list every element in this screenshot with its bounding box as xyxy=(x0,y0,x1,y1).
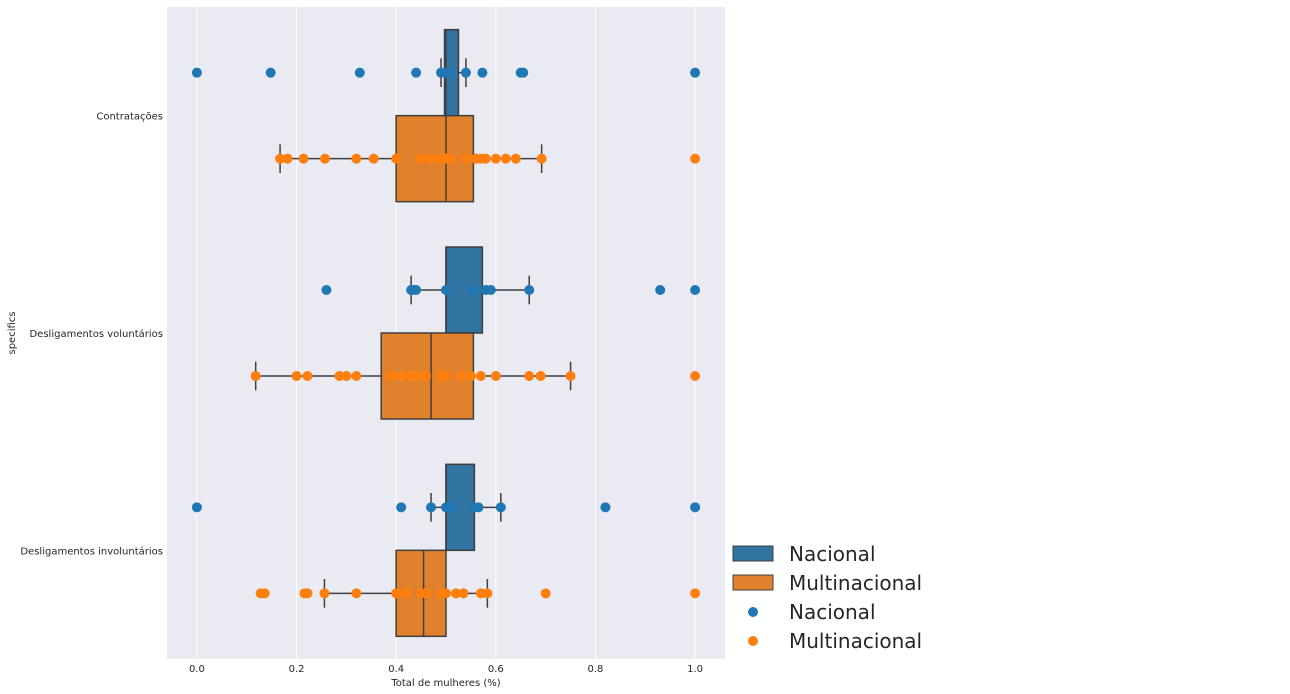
data-point xyxy=(475,371,486,381)
data-point xyxy=(282,153,293,164)
data-point xyxy=(565,371,576,381)
x-tick-label: 0.0 xyxy=(189,664,205,675)
legend-label: Nacional xyxy=(789,542,876,566)
data-point xyxy=(302,371,313,381)
legend-label: Nacional xyxy=(789,600,876,624)
data-point xyxy=(441,285,451,295)
data-point xyxy=(351,153,362,164)
data-point xyxy=(445,502,456,513)
data-point xyxy=(490,371,501,381)
data-point xyxy=(441,371,451,381)
data-point xyxy=(524,285,535,295)
x-tick-label: 0.2 xyxy=(289,664,305,675)
data-point xyxy=(411,285,422,295)
data-point xyxy=(396,371,407,381)
data-point xyxy=(265,67,276,78)
data-point xyxy=(690,371,701,381)
data-point xyxy=(291,371,302,381)
legend: Nacional Multinacional Nacional Multinacion… xyxy=(732,542,922,653)
x-tick-label: 1.0 xyxy=(687,664,703,675)
data-point xyxy=(460,153,471,164)
data-point xyxy=(441,588,451,599)
data-point xyxy=(298,153,309,164)
data-point xyxy=(518,67,529,78)
category-label: Contratações xyxy=(96,112,163,123)
data-point xyxy=(351,371,362,381)
data-point xyxy=(495,502,506,513)
legend-label: Multinacional xyxy=(789,571,922,595)
data-point xyxy=(458,588,469,599)
data-point xyxy=(391,153,402,164)
x-tick-label: 0.4 xyxy=(388,664,404,675)
data-point xyxy=(480,153,491,164)
data-point xyxy=(690,285,701,295)
data-point xyxy=(450,588,461,599)
data-point xyxy=(500,153,511,164)
data-point xyxy=(259,588,270,599)
data-point xyxy=(386,371,397,381)
data-point xyxy=(401,588,412,599)
data-point xyxy=(690,588,701,599)
legend-box-swatch xyxy=(732,574,774,591)
data-point xyxy=(391,588,402,599)
data-point xyxy=(600,502,611,513)
category-labels: Contratações Desligamentos voluntários Des… xyxy=(20,112,163,558)
data-point xyxy=(485,285,496,295)
data-point xyxy=(334,371,345,381)
data-point xyxy=(351,588,362,599)
data-point xyxy=(536,153,547,164)
legend-box-swatch xyxy=(732,545,774,562)
data-point xyxy=(396,502,407,513)
legend-label: Multinacional xyxy=(789,629,922,653)
data-point xyxy=(655,285,666,295)
x-tick-label: 0.8 xyxy=(588,664,604,675)
data-point xyxy=(465,371,476,381)
data-point xyxy=(275,153,286,164)
data-point xyxy=(460,67,471,78)
data-point xyxy=(421,588,432,599)
data-point xyxy=(482,588,493,599)
data-point xyxy=(426,502,437,513)
x-tick-labels: 0.0 0.2 0.4 0.6 0.8 1.0 xyxy=(189,664,703,675)
data-point xyxy=(191,502,202,513)
x-axis-label: Total de mulheres (%) xyxy=(390,678,500,689)
data-point xyxy=(319,588,330,599)
data-point xyxy=(354,67,365,78)
legend-point-swatch xyxy=(748,607,758,617)
data-point xyxy=(421,371,432,381)
x-tick-label: 0.6 xyxy=(488,664,504,675)
data-point xyxy=(416,153,427,164)
data-point xyxy=(524,371,535,381)
category-label: Desligamentos voluntários xyxy=(29,328,163,340)
data-point xyxy=(250,371,261,381)
data-point xyxy=(690,67,701,78)
legend-point-swatch xyxy=(748,636,758,646)
data-point xyxy=(411,67,422,78)
data-point xyxy=(468,285,479,295)
data-point xyxy=(368,153,379,164)
data-point xyxy=(477,67,488,78)
data-point xyxy=(321,285,332,295)
data-point xyxy=(445,153,456,164)
data-point xyxy=(690,153,701,164)
data-point xyxy=(319,153,330,164)
category-label: Desligamentos involuntários xyxy=(20,545,163,557)
data-point xyxy=(690,502,701,513)
data-points xyxy=(191,67,701,599)
data-point xyxy=(455,371,466,381)
data-point xyxy=(191,67,202,78)
data-point xyxy=(426,153,437,164)
data-point xyxy=(473,502,484,513)
data-point xyxy=(411,371,422,381)
data-point xyxy=(490,153,501,164)
data-point xyxy=(510,153,521,164)
y-axis-label: specifics xyxy=(7,312,18,355)
data-point xyxy=(535,371,546,381)
data-point xyxy=(540,588,551,599)
data-point xyxy=(302,588,313,599)
data-point xyxy=(443,67,454,78)
data-point xyxy=(341,371,352,381)
